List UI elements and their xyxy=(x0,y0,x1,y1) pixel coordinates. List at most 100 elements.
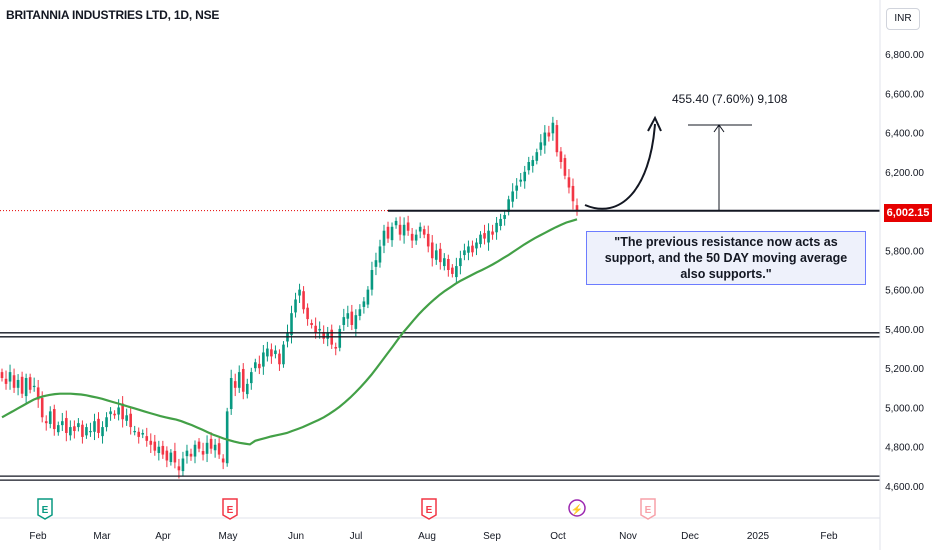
time-tick-label: Aug xyxy=(418,531,436,542)
candle-body xyxy=(310,323,313,325)
candle-body xyxy=(302,291,305,310)
time-tick-label: Dec xyxy=(681,531,699,542)
candle-body xyxy=(105,417,108,428)
candle-body xyxy=(535,152,539,161)
candle-body xyxy=(129,413,132,428)
candle-body xyxy=(418,226,422,232)
candle-body xyxy=(503,215,506,219)
price-axis[interactable]: 6,800.006,600.006,400.006,200.006,000.00… xyxy=(879,0,924,550)
candle-body xyxy=(237,372,241,388)
candle-body xyxy=(294,299,297,313)
candle-body xyxy=(161,445,165,455)
price-tick-label: 5,200.00 xyxy=(885,364,924,375)
candle-body xyxy=(314,325,317,333)
candle-body xyxy=(507,199,510,212)
event-label: ⚡ xyxy=(571,503,583,516)
candle-body xyxy=(362,301,366,307)
candle-body xyxy=(443,258,446,267)
candle-body xyxy=(213,444,217,451)
candle-body xyxy=(137,431,141,437)
candle-body xyxy=(463,250,466,256)
time-tick-label: Mar xyxy=(93,531,111,542)
price-tick-label: 5,000.00 xyxy=(885,403,924,414)
candle-body xyxy=(101,427,104,437)
annotation-note: "The previous resistance now acts as sup… xyxy=(586,231,866,285)
candle-body xyxy=(479,234,482,245)
price-tick-label: 6,400.00 xyxy=(885,129,924,140)
candle-body xyxy=(16,379,20,388)
candle-body xyxy=(398,224,402,235)
candle-body xyxy=(241,368,245,392)
candle-body xyxy=(410,233,414,241)
candle-body xyxy=(511,191,514,202)
candle-body xyxy=(531,160,535,166)
candle-body xyxy=(181,458,185,472)
earnings-badge xyxy=(222,498,238,520)
time-tick-label: Oct xyxy=(550,531,566,542)
candle-body xyxy=(358,309,362,316)
candle-body xyxy=(245,383,249,395)
candle-body xyxy=(298,289,301,296)
candle-body xyxy=(93,421,96,432)
candle-body xyxy=(471,245,474,253)
candle-body xyxy=(334,346,338,349)
candle-body xyxy=(185,450,189,457)
candle-body xyxy=(12,375,16,388)
candle-body xyxy=(61,421,64,426)
candle-body xyxy=(274,350,277,355)
price-tick-label: 6,800.00 xyxy=(885,50,924,61)
candle-body xyxy=(487,230,490,243)
price-tick-label: 5,800.00 xyxy=(885,246,924,257)
candle-body xyxy=(491,231,494,235)
candle-body xyxy=(177,466,181,471)
candle-body xyxy=(475,242,478,249)
candle-body xyxy=(157,446,161,454)
candle-body xyxy=(165,450,169,461)
price-tick-label: 6,200.00 xyxy=(885,168,924,179)
price-tick-label: 4,800.00 xyxy=(885,443,924,454)
candle-body xyxy=(447,259,450,270)
candle-body xyxy=(197,441,201,449)
candle-body xyxy=(89,431,92,433)
earnings-icon: E xyxy=(421,498,437,520)
time-tick-label: Jul xyxy=(350,531,363,542)
candle-body xyxy=(386,226,390,239)
candle-body xyxy=(555,125,559,153)
candle-body xyxy=(254,362,257,369)
earnings-badge xyxy=(37,498,53,520)
candle-body xyxy=(515,185,518,191)
candle-body xyxy=(426,233,430,247)
candle-body xyxy=(73,426,76,432)
candle-body xyxy=(97,418,100,433)
candle-body xyxy=(117,407,120,415)
candle-body xyxy=(141,432,145,435)
projection-arrow xyxy=(584,123,656,210)
ma50-line xyxy=(1,218,578,446)
candles-layer xyxy=(0,116,579,479)
support-resistance-levels xyxy=(0,209,880,481)
candle-body xyxy=(145,436,149,441)
measure-label: 455.40 (7.60%) 9,108 xyxy=(672,92,788,106)
price-tick-label: 4,600.00 xyxy=(885,482,924,493)
candle-body xyxy=(402,224,406,236)
candle-body xyxy=(306,307,309,320)
candle-body xyxy=(205,442,209,454)
candle-body xyxy=(523,171,527,182)
candle-body xyxy=(32,385,36,388)
candle-body xyxy=(382,230,386,246)
candle-body xyxy=(201,451,205,455)
candle-body xyxy=(575,205,579,211)
currency-selector[interactable]: INR xyxy=(886,8,920,30)
candle-body xyxy=(543,132,547,146)
moving-average-layer xyxy=(1,218,578,446)
candle-body xyxy=(451,267,454,274)
candle-body xyxy=(551,122,555,134)
candle-body xyxy=(44,421,48,424)
candle-body xyxy=(258,363,261,369)
candle-body xyxy=(366,289,370,305)
candle-body xyxy=(52,409,56,430)
candle-body xyxy=(85,427,88,436)
time-axis[interactable]: Feb Mar Apr May Jun Jul Aug Sep Oct Nov Dec 2025 Feb xyxy=(0,517,880,542)
candle-body xyxy=(438,248,442,263)
